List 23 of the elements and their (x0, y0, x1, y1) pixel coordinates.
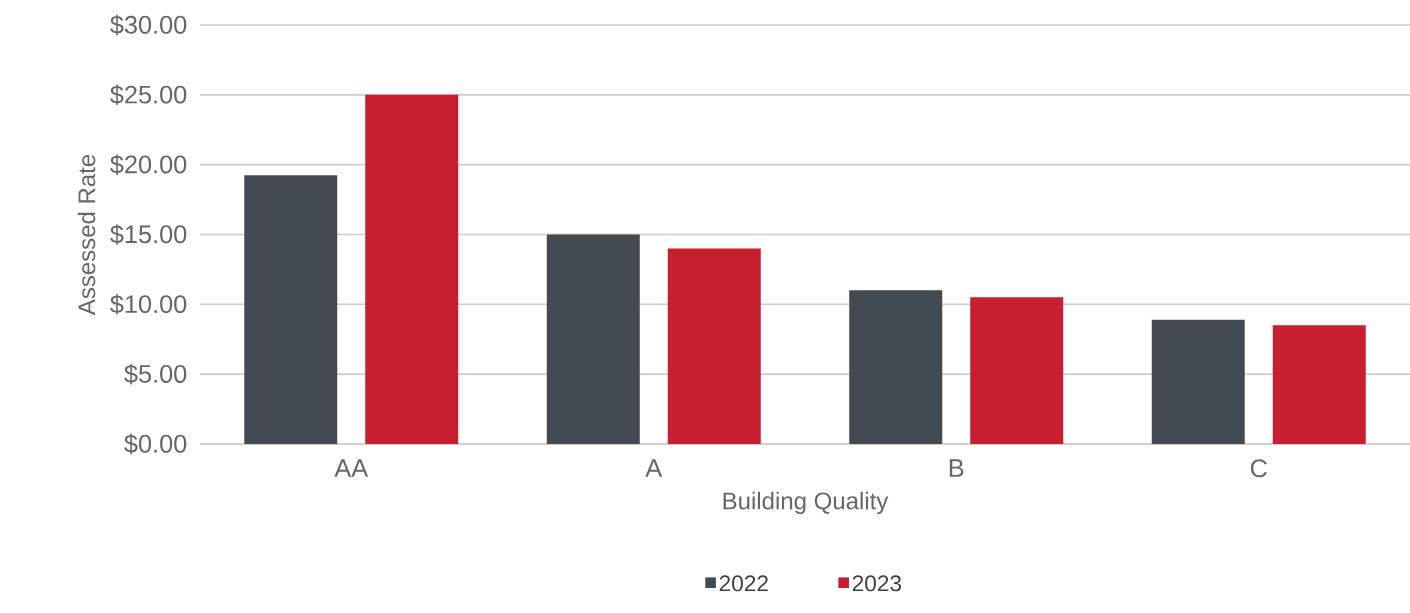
bar (244, 175, 338, 444)
bar (1151, 319, 1245, 444)
y-tick-label: $25.00 (110, 84, 187, 106)
bar (849, 290, 943, 444)
x-tick-label: B (949, 459, 964, 477)
bar (1272, 325, 1366, 444)
x-tick-label: C (1250, 459, 1267, 478)
y-tick-label: $30.00 (110, 14, 187, 36)
y-tick-label: $20.00 (110, 154, 187, 175)
bar (365, 94, 459, 444)
bar (970, 297, 1064, 444)
legend-label: 2023 (852, 575, 902, 592)
y-tick-label: $15.00 (110, 224, 187, 245)
x-axis-title: Building Quality (723, 491, 889, 515)
y-axis-title: Assessed Rate (77, 154, 96, 316)
x-tick-label: A (645, 459, 663, 477)
legend-label: 2022 (719, 575, 768, 592)
y-tick-label: $5.00 (124, 363, 187, 385)
bar (667, 248, 761, 444)
bar (546, 234, 640, 444)
y-tick-label: $10.00 (110, 294, 187, 315)
x-tick-label: AA (334, 459, 369, 477)
y-tick-label: $0.00 (124, 433, 187, 455)
